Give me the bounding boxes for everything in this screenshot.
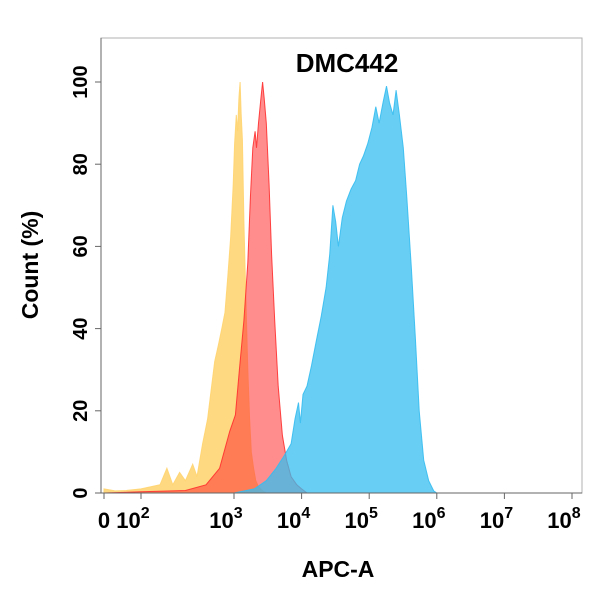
x-tick-label: 104 (277, 505, 310, 533)
histogram-series-3 (104, 85, 439, 494)
x-tick-label: 108 (547, 505, 580, 533)
y-tick-label: 60 (70, 235, 92, 257)
x-tick-label: 103 (209, 505, 242, 533)
x-axis-title: APC-A (302, 556, 375, 582)
y-tick-layer: 0 20 40 60 80 100 (70, 65, 101, 499)
y-tick-label: 0 (70, 487, 92, 498)
x-tick-label: 0 (98, 508, 110, 533)
axis-layer (100, 38, 582, 494)
x-tick-label: 106 (412, 505, 445, 533)
y-tick-label: 40 (70, 317, 92, 339)
y-tick-label: 20 (70, 400, 92, 422)
y-axis-title: Count (%) (17, 211, 43, 320)
x-tick-label: 105 (345, 505, 378, 533)
series-layer (103, 81, 439, 494)
chart-title: DMC442 (296, 48, 399, 78)
x-tick-label: 107 (480, 505, 513, 533)
x-tick-layer: 0 102 103 104 105 106 107 108 (98, 493, 581, 533)
y-tick-label: 80 (70, 153, 92, 175)
x-tick-label: 102 (116, 505, 149, 533)
y-tick-label: 100 (70, 65, 92, 98)
